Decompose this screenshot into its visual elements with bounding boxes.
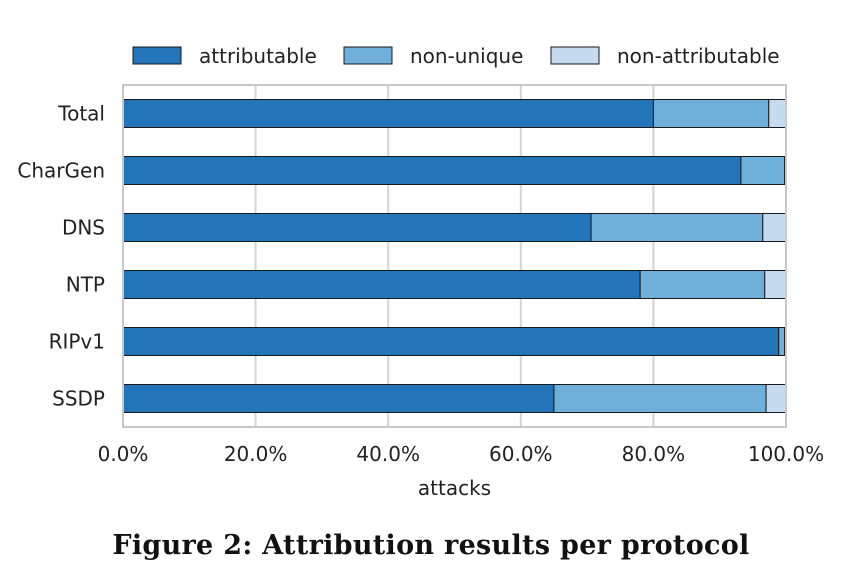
- bar-segment: [764, 270, 787, 299]
- grid: [254, 85, 655, 427]
- y-tick-label: DNS: [62, 216, 105, 240]
- legend-swatch: [550, 46, 600, 65]
- x-tick-label: 0.0%: [98, 442, 149, 466]
- legend-label: non-attributable: [617, 44, 780, 68]
- x-tick-label: 60.0%: [489, 442, 553, 466]
- bar-segment: [740, 156, 786, 185]
- bar-segment: [122, 384, 555, 413]
- bar-segment: [778, 327, 786, 356]
- legend-swatch: [343, 46, 393, 65]
- bar-segment: [765, 384, 787, 413]
- x-tick-label: 100.0%: [748, 442, 824, 466]
- bar-segment: [590, 213, 764, 242]
- figure-caption: Figure 2: Attribution results per protoc…: [112, 530, 750, 561]
- bar-segment: [639, 270, 766, 299]
- legend-swatch: [132, 46, 182, 65]
- plot-frame: [122, 84, 787, 428]
- legend-label: non-unique: [410, 44, 523, 68]
- y-tick-label: RIPv1: [49, 330, 105, 354]
- y-tick-label: NTP: [66, 273, 105, 297]
- bar-segment: [652, 99, 770, 128]
- y-tick-label: CharGen: [17, 159, 105, 183]
- y-tick-label: SSDP: [52, 387, 105, 411]
- y-axis-ticks: Total CharGen DNS NTP RIPv1 SSDP: [17, 102, 105, 411]
- bar-segment: [122, 156, 742, 185]
- x-tick-label: 80.0%: [622, 442, 686, 466]
- bar-segment: [122, 99, 654, 128]
- bars: [122, 99, 787, 413]
- bar-segment: [768, 99, 787, 128]
- bar-segment: [122, 213, 592, 242]
- x-tick-label: 20.0%: [224, 442, 288, 466]
- legend: attributable non-unique non-attributable: [132, 44, 780, 68]
- x-axis-label: attacks: [418, 476, 491, 500]
- y-tick-label: Total: [57, 102, 105, 126]
- bar-segment: [553, 384, 767, 413]
- chart: attributable non-unique non-attributable T…: [17, 44, 825, 500]
- x-axis-ticks: 0.0% 20.0% 40.0% 60.0% 80.0% 100.0%: [98, 442, 825, 466]
- legend-label: attributable: [199, 44, 317, 68]
- bar-segment: [122, 327, 780, 356]
- x-tick-label: 40.0%: [356, 442, 420, 466]
- bar-segment: [762, 213, 787, 242]
- bar-segment: [122, 270, 641, 299]
